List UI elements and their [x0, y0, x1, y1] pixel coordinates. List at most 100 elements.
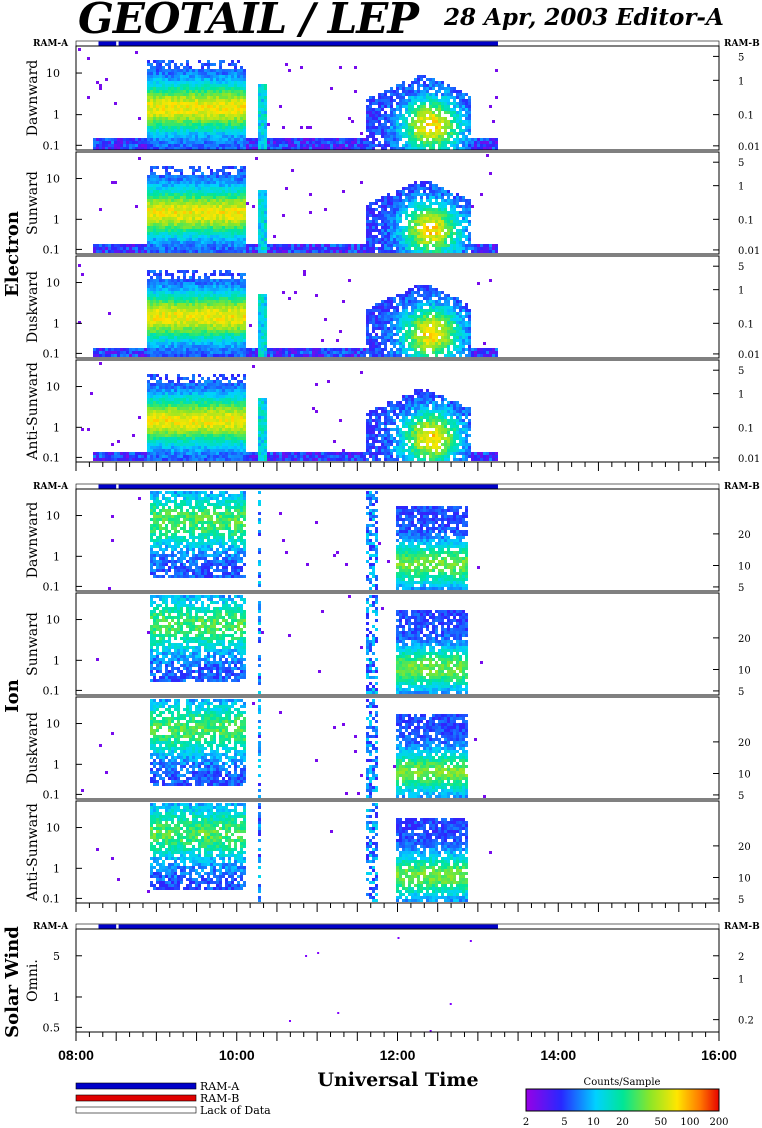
heat-cell [204, 205, 207, 208]
heat-cell [204, 244, 207, 247]
heat-cell [264, 327, 267, 330]
heat-cell [177, 291, 180, 294]
heat-cell [456, 229, 459, 232]
heat-cell [366, 244, 369, 247]
heat-cell [339, 147, 342, 150]
heat-cell [201, 285, 204, 288]
heat-cell [390, 199, 393, 202]
heat-cell [426, 99, 429, 102]
heat-cell [189, 318, 192, 321]
heat-cell [180, 241, 183, 244]
heat-cell [411, 202, 414, 205]
heat-cell [429, 181, 432, 184]
heat-cell [405, 217, 408, 220]
heat-cell [369, 211, 372, 214]
heat-cell [213, 270, 216, 273]
heat-cell [357, 354, 360, 357]
heat-cell [378, 123, 381, 126]
heat-cell [138, 354, 141, 357]
heat-cell [405, 117, 408, 120]
heat-cell [216, 187, 219, 190]
heat-cell [240, 178, 243, 181]
heat-cell [225, 141, 228, 144]
heat-cell [171, 135, 174, 138]
heat-cell [177, 354, 180, 357]
heat-cell [444, 199, 447, 202]
heat-cell [180, 172, 183, 175]
heat-cell [216, 117, 219, 120]
heat-cell [165, 270, 168, 273]
heat-cell [240, 342, 243, 345]
heat-cell [366, 144, 369, 147]
heat-cell [207, 108, 210, 111]
heat-cell [222, 303, 225, 306]
heat-cell [414, 229, 417, 232]
heat-cell [162, 235, 165, 238]
heat-cell [117, 244, 120, 247]
heat-cell [393, 132, 396, 135]
heat-cell [381, 315, 384, 318]
heat-cell [243, 196, 246, 199]
heat-cell [192, 141, 195, 144]
heat-cell [204, 214, 207, 217]
heat-cell [213, 175, 216, 178]
heat-cell [423, 96, 426, 99]
heat-cell [174, 205, 177, 208]
heat-cell [225, 241, 228, 244]
heat-cell [261, 126, 264, 129]
heat-cell [132, 244, 135, 247]
heat-cell [201, 214, 204, 217]
heat-cell [468, 120, 471, 123]
heat-cell [243, 138, 246, 141]
heat-cell [378, 214, 381, 217]
heat-cell [192, 117, 195, 120]
heat-cell [420, 205, 423, 208]
heat-cell [495, 147, 498, 150]
heat-cell [432, 78, 435, 81]
heat-cell [459, 132, 462, 135]
heat-cell [234, 132, 237, 135]
heat-cell [213, 351, 216, 354]
heat-cell [210, 187, 213, 190]
heat-cell [387, 241, 390, 244]
heat-cell [174, 181, 177, 184]
heat-cell [261, 129, 264, 132]
heat-cell [375, 217, 378, 220]
heat-cell [411, 102, 414, 105]
heat-cell [216, 217, 219, 220]
heat-cell [204, 229, 207, 232]
heat-cell [414, 99, 417, 102]
heat-cell [111, 181, 114, 184]
heat-cell [174, 69, 177, 72]
heat-cell [243, 69, 246, 72]
heat-cell [222, 105, 225, 108]
heat-cell [246, 244, 249, 247]
heat-cell [402, 105, 405, 108]
heat-cell [201, 199, 204, 202]
heat-cell [372, 348, 375, 351]
heat-cell [153, 193, 156, 196]
heat-cell [213, 135, 216, 138]
heat-cell [207, 247, 210, 250]
heat-cell [378, 315, 381, 318]
heat-cell [159, 300, 162, 303]
heat-cell [369, 226, 372, 229]
heat-cell [291, 244, 294, 247]
heat-cell [291, 169, 294, 172]
heat-cell [405, 244, 408, 247]
heat-cell [234, 205, 237, 208]
heat-cell [168, 244, 171, 247]
heat-cell [168, 144, 171, 147]
heat-cell [432, 102, 435, 105]
heat-cell [369, 250, 372, 253]
heat-cell [207, 126, 210, 129]
heat-cell [366, 208, 369, 211]
heat-cell [429, 229, 432, 232]
heat-cell [165, 117, 168, 120]
heat-cell [390, 211, 393, 214]
heat-cell [147, 144, 150, 147]
heat-cell [420, 235, 423, 238]
heat-cell [114, 144, 117, 147]
heat-cell [219, 126, 222, 129]
heat-cell [450, 111, 453, 114]
